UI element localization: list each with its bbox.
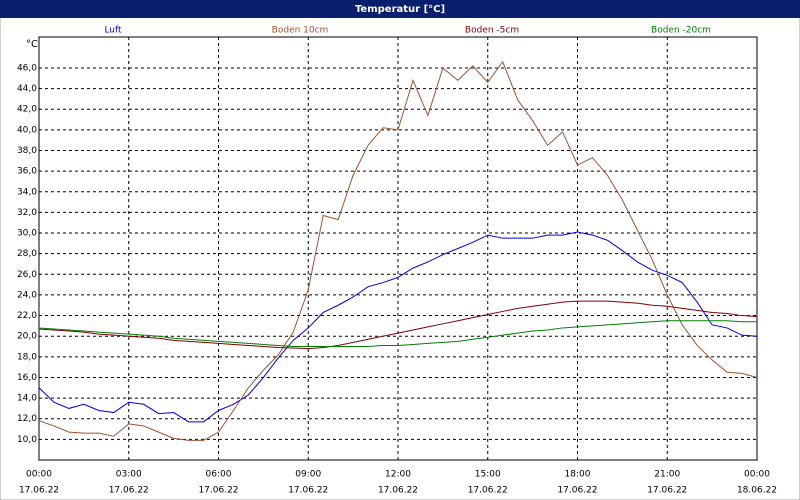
data-line [38,320,757,348]
y-tick-label: 36,0 [17,167,37,177]
x-tick-date: 17.06.22 [557,486,597,496]
x-tick-label: 06:00 [206,470,232,480]
x-tick-date: 17.06.22 [19,486,59,496]
x-tick-label: 03:00 [116,470,142,480]
legend-entry: Boden 10cm [272,26,329,36]
y-tick-label: 20,0 [17,332,37,342]
y-tick-label: 38,0 [17,146,37,156]
x-tick-date: 17.06.22 [288,486,328,496]
legend-entry: Luft [104,26,122,36]
x-tick-label: 09:00 [295,470,321,480]
title-bar [0,0,800,18]
y-tick-label: 40,0 [17,125,37,135]
x-tick-date: 17.06.22 [378,486,418,496]
y-tick-label: 46,0 [17,63,37,73]
y-tick-label: 10,0 [17,435,37,445]
x-tick-label: 18:00 [565,470,591,480]
y-tick-label: 34,0 [17,187,37,197]
data-line [38,300,758,350]
x-tick-date: 17.06.22 [198,486,238,496]
y-tick-label: 42,0 [17,105,37,115]
x-tick-date: 17.06.22 [109,486,149,496]
y-tick-label: 30,0 [17,229,37,239]
y-tick-label: 26,0 [17,270,37,280]
y-tick-label: 18,0 [17,352,37,362]
y-tick-label: 12,0 [17,414,37,424]
y-tick-label: 32,0 [17,208,37,218]
chart-title: Temperatur [°C] [355,4,445,15]
y-tick-label: 22,0 [17,311,37,321]
x-tick-label: 12:00 [385,470,411,480]
y-unit: °C [26,39,38,50]
x-tick-label: 00:00 [744,470,770,480]
data-line [38,231,758,423]
x-tick-date: 17.06.22 [468,486,508,496]
y-tick-label: 14,0 [17,394,37,404]
legend-entry: Boden -20cm [651,26,711,36]
legend-entry: Boden -5cm [465,26,519,36]
y-tick-label: 24,0 [17,290,37,300]
x-tick-date: 18.06.22 [737,486,777,496]
y-tick-label: 28,0 [17,249,37,259]
y-tick-label: 44,0 [17,84,37,94]
y-tick-label: 16,0 [17,373,37,383]
x-tick-label: 21:00 [654,470,680,480]
x-tick-date: 17.06.22 [647,486,687,496]
x-tick-label: 15:00 [475,470,501,480]
data-line [38,60,758,441]
x-tick-label: 00:00 [26,470,52,480]
